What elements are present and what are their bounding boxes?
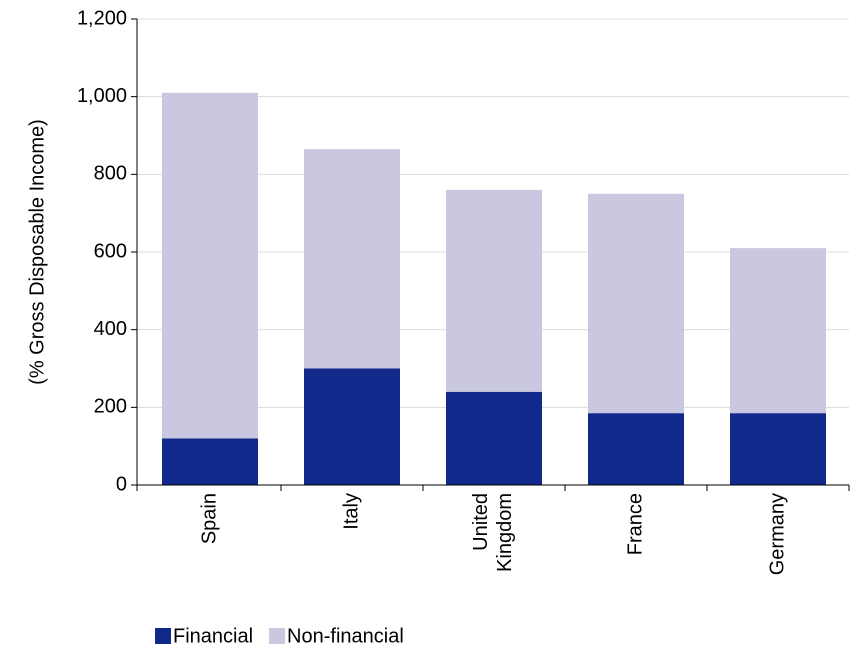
y-tick-label: 0 [116,473,127,495]
legend-label: Financial [173,625,253,647]
bar-segment [162,92,258,439]
y-tick-label: 1,000 [77,85,127,107]
bar-segment [446,391,542,485]
legend-label: Non-financial [287,625,404,647]
bar-segment [304,149,400,369]
legend-swatch [269,628,286,644]
bar-segment [730,248,826,414]
x-tick-label: Germany [766,493,788,575]
bar-segment [730,413,826,485]
legend-swatch [155,628,171,644]
x-tick-label: United Kingdom [470,493,516,572]
y-tick-label: 800 [94,163,127,185]
x-tick-label: Spain [198,493,220,544]
bar-segment [588,413,684,485]
bar-segment [304,368,400,485]
y-tick-label: 1,200 [77,7,127,29]
bar-segment [588,193,684,414]
bar-segment [446,189,542,392]
y-tick-label: 400 [94,318,127,340]
y-tick-label: 200 [94,396,127,418]
x-tick-label: Italy [340,493,362,530]
y-axis-label: (% Gross Disposable Income) [26,119,48,385]
y-tick-label: 600 [94,240,127,262]
bar-segment [162,438,258,485]
x-tick-label: France [624,493,646,555]
